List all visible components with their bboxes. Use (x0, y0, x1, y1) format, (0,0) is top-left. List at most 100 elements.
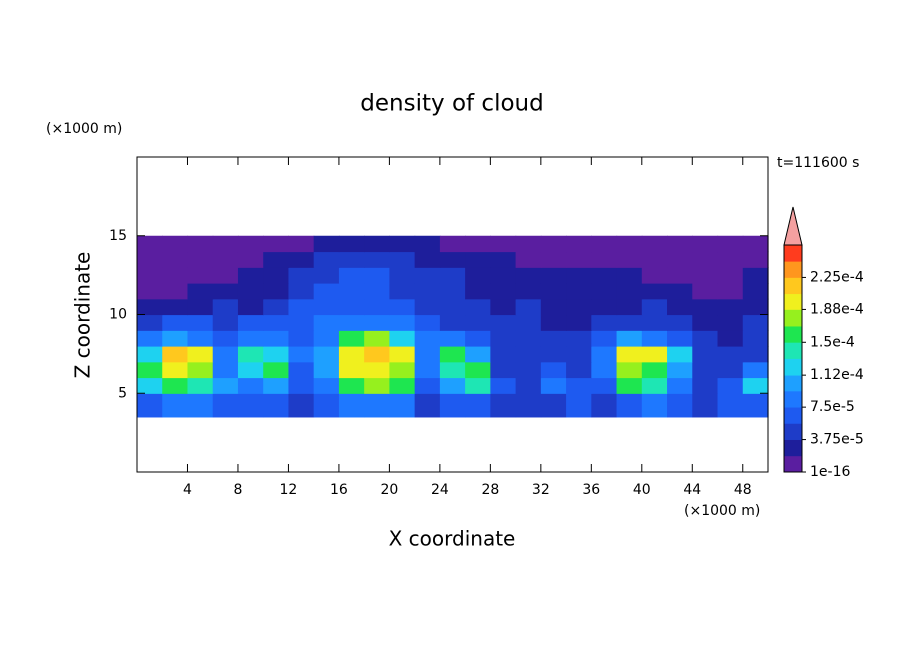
field-cell (162, 251, 189, 268)
field-cell (566, 298, 592, 316)
field-cell (338, 251, 365, 268)
field-cell (515, 346, 542, 363)
colorbar-tick-label: 1e-16 (810, 464, 850, 480)
field-cell (616, 377, 643, 394)
field-cell (137, 377, 163, 394)
colorbar-band (784, 439, 802, 457)
field-cell (667, 251, 693, 268)
x-tick-label: 36 (582, 482, 600, 498)
field-cell (439, 235, 466, 253)
field-cell (591, 314, 618, 331)
field-cell (566, 283, 592, 300)
field-cell (465, 361, 491, 379)
field-cell (162, 314, 189, 331)
field-cell (389, 298, 416, 316)
field-cell (288, 330, 315, 347)
y-unit: (×1000 m) (46, 121, 122, 137)
field-cell (490, 346, 517, 363)
field-cell (364, 298, 390, 316)
field-cell (162, 330, 189, 347)
field-cell (263, 314, 290, 331)
field-cell (616, 298, 643, 316)
field-cell (540, 330, 567, 347)
field-cell (364, 251, 390, 268)
field-cell (641, 393, 668, 418)
field-cell (540, 346, 567, 363)
field-cell (364, 361, 390, 379)
field-cell (162, 235, 189, 253)
field-cell (288, 377, 315, 394)
field-cell (389, 393, 416, 418)
field-cell (515, 298, 542, 316)
colorbar-tick-label: 1.12e-4 (810, 367, 864, 383)
field-cell (742, 235, 769, 253)
field-cell (515, 314, 542, 331)
colorbar-band (784, 293, 802, 310)
x-unit: (×1000 m) (684, 503, 760, 519)
field-cell (187, 377, 214, 394)
field-cell (414, 361, 441, 379)
field-cell (616, 393, 643, 418)
field-cell (490, 330, 517, 347)
field-cell (465, 314, 491, 331)
field-cell (187, 346, 214, 363)
field-cell (187, 251, 214, 268)
field-cell (263, 235, 290, 253)
field-cell (616, 251, 643, 268)
field-cell (389, 377, 416, 394)
field-cell (338, 314, 365, 331)
field-cell (313, 377, 340, 394)
field-cell (616, 267, 643, 284)
field-cell (692, 314, 719, 331)
field-cell (540, 267, 567, 284)
field-cell (187, 283, 214, 300)
field-cell (338, 361, 365, 379)
field-cell (414, 267, 441, 284)
field-cell (162, 298, 189, 316)
field-cell (616, 314, 643, 331)
field-cell (742, 283, 769, 300)
field-cell (212, 346, 239, 363)
field-cell (616, 235, 643, 253)
field-cell (237, 377, 264, 394)
field-cell (313, 235, 340, 253)
field-cell (137, 283, 163, 300)
field-cell (263, 361, 290, 379)
field-cell (742, 377, 769, 394)
field-cell (591, 251, 618, 268)
colorbar-band (784, 423, 802, 440)
field-cell (389, 314, 416, 331)
field-cell (490, 283, 517, 300)
field-cell (742, 346, 769, 363)
field-cell (490, 267, 517, 284)
field-cell (237, 298, 264, 316)
field-cell (439, 361, 466, 379)
field-cell (288, 283, 315, 300)
field-cell (465, 283, 491, 300)
field-cell (641, 283, 668, 300)
field-cell (742, 298, 769, 316)
field-cell (692, 346, 719, 363)
field-cell (692, 377, 719, 394)
field-cell (717, 314, 744, 331)
colorbar-band (784, 455, 802, 473)
colorbar-band (784, 390, 802, 408)
field-cell (237, 283, 264, 300)
field-cell (566, 393, 592, 418)
field-cell (439, 314, 466, 331)
field-cell (742, 267, 769, 284)
colorbar-band (784, 309, 802, 327)
field-cell (237, 361, 264, 379)
field-cell (667, 393, 693, 418)
field-cell (540, 251, 567, 268)
field-cell (566, 346, 592, 363)
colorbar-band (784, 375, 802, 392)
field-cell (591, 267, 618, 284)
field-cell (591, 283, 618, 300)
field-cell (439, 346, 466, 363)
field-cell (515, 283, 542, 300)
colorbar-band (784, 261, 802, 278)
field-cell (667, 361, 693, 379)
field-cell (212, 361, 239, 379)
